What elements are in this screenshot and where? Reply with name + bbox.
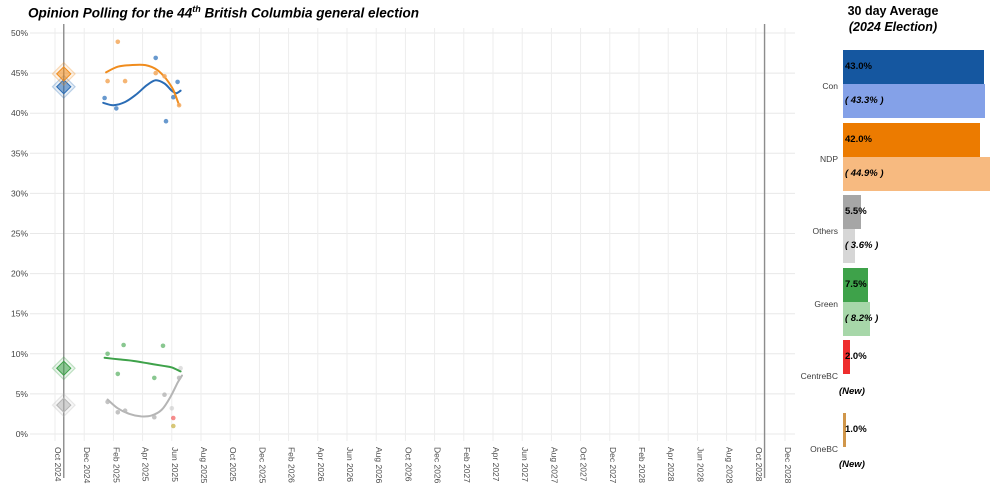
series-CentreBC [171, 415, 176, 421]
x-tick-label: Jun 2025 [170, 447, 180, 482]
x-tick-label: Oct 2025 [228, 447, 238, 482]
x-tick-label: Oct 2026 [403, 447, 413, 482]
poll-point-Others [122, 408, 128, 414]
y-tick-label: 30% [11, 188, 28, 198]
y-axis-labels: 0% 5% 10% 15% 20% 25% 30% 35% 40% 45% 50% [11, 28, 28, 439]
series-Others [105, 365, 183, 420]
x-tick-label: Oct 2028 [754, 447, 764, 482]
poll-point-Others [152, 414, 157, 420]
y-tick-label: 25% [11, 229, 28, 239]
series-NDP [105, 39, 182, 108]
election-diamond-Con [55, 78, 72, 95]
x-tick-label: Aug 2028 [725, 447, 735, 484]
poll-point-NDP [176, 102, 182, 108]
x-tick-label: Jun 2027 [520, 447, 530, 482]
x-tick-label: Apr 2028 [666, 447, 676, 482]
poll-point-Con [175, 79, 180, 85]
x-tick-label: Dec 2026 [433, 447, 443, 484]
poll-point-NDP [115, 39, 121, 45]
poll-point-Others [162, 392, 167, 398]
x-tick-label: Feb 2027 [462, 447, 472, 483]
x-tick-label: Dec 2024 [82, 447, 92, 484]
x-tick-label: Jun 2028 [695, 447, 705, 482]
poll-point-NDP [105, 78, 110, 84]
poll-point-Con [102, 95, 107, 101]
series-OneBC [171, 423, 176, 429]
election-diamond-NDP [55, 66, 72, 82]
poll-point-Others [176, 375, 182, 381]
x-tick-label: Oct 2024 [53, 447, 63, 482]
election-result-markers [51, 61, 76, 418]
y-tick-label: 10% [11, 349, 28, 359]
x-tick-label: Apr 2026 [316, 447, 326, 482]
x-tick-label: Aug 2025 [199, 447, 209, 484]
trend-line-NDP [105, 63, 181, 107]
x-tick-label: Feb 2028 [637, 447, 647, 483]
trend-line-Green [103, 356, 182, 373]
x-tick-label: Aug 2027 [549, 447, 559, 484]
x-tick-label: Apr 2027 [491, 447, 501, 482]
x-tick-label: Dec 2028 [783, 447, 793, 484]
poll-point-NDP [162, 74, 167, 79]
y-tick-label: 20% [11, 269, 28, 279]
poll-point-Others [169, 406, 175, 411]
poll-point-Green [105, 351, 110, 357]
poll-point-NDP [122, 78, 128, 84]
x-tick-label: Aug 2026 [374, 447, 384, 484]
poll-point-Con [153, 55, 158, 61]
series-Green [103, 342, 182, 381]
poll-point-Con [171, 94, 176, 100]
trend-line-Others [106, 374, 183, 418]
x-tick-label: Feb 2026 [287, 447, 297, 483]
y-tick-label: 45% [11, 68, 28, 78]
chart-title-superscript: th [192, 4, 201, 14]
y-tick-label: 50% [11, 28, 28, 38]
y-tick-label: 5% [16, 389, 29, 399]
poll-point-Green [152, 375, 157, 381]
grid [30, 28, 795, 441]
y-tick-label: 15% [11, 309, 28, 319]
poll-point-Others [115, 410, 121, 415]
x-tick-label: Oct 2027 [579, 447, 589, 482]
x-axis-labels: Oct 2024 Dec 2024 Feb 2025 Apr 2025 Jun 2025… [53, 447, 793, 484]
y-tick-label: 0% [16, 429, 29, 439]
poll-point-Green [121, 342, 126, 348]
x-tick-label: Feb 2025 [111, 447, 121, 483]
x-tick-label: Dec 2025 [257, 447, 267, 484]
chart-title: Opinion Polling for the 44th British Col… [28, 4, 420, 21]
x-tick-label: Apr 2025 [141, 447, 151, 482]
poll-point-CentreBC [171, 415, 176, 421]
poll-point-Green [160, 343, 166, 349]
y-tick-label: 35% [11, 148, 28, 158]
election-diamond-Green [55, 360, 72, 377]
election-day-lines [63, 24, 766, 478]
election-diamond-Others [55, 397, 72, 413]
x-tick-label: Dec 2027 [608, 447, 618, 484]
poll-point-Others [178, 365, 183, 371]
x-tick-label: Jun 2026 [345, 447, 355, 482]
y-tick-label: 40% [11, 108, 28, 118]
poll-point-Con [163, 118, 169, 124]
poll-point-NDP [153, 70, 158, 76]
poll-point-Others [105, 399, 110, 405]
poll-point-OneBC [171, 423, 176, 429]
poll-point-Green [115, 371, 121, 377]
poll-point-Con [114, 106, 119, 111]
